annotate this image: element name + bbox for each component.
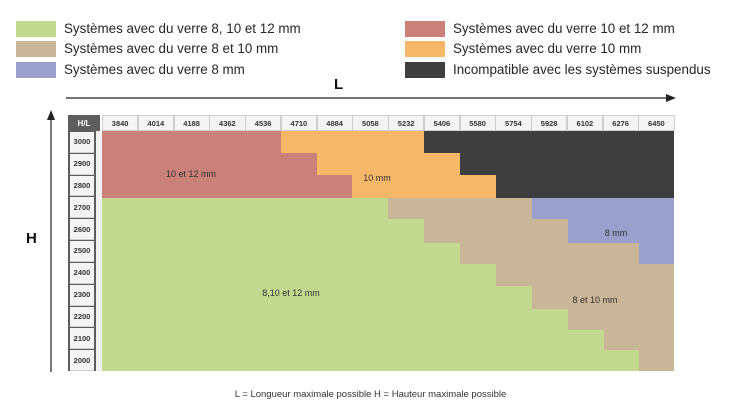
legend-swatch [405, 40, 445, 57]
region-map: 10 et 12 mm 10 mm 8 mm 8 et 10 mm 8,10 et 12… [102, 131, 674, 371]
legend-label: Systèmes avec du verre 8, 10 et 12 mm [64, 21, 301, 36]
height-axis-label: H [26, 230, 37, 247]
width-header-cell: 4884 [316, 115, 353, 131]
region-label-10-12-mm: 10 et 12 mm [166, 169, 216, 179]
width-header-cell: 6102 [566, 115, 603, 131]
width-header-cell: 4362 [209, 115, 246, 131]
width-header-cell: 4188 [173, 115, 210, 131]
region-10-12-mm [102, 131, 352, 198]
region-label-8-mm: 8 mm [605, 228, 628, 238]
legend-swatch [16, 40, 56, 57]
width-header-cell: 5580 [459, 115, 496, 131]
width-header-cell: 5928 [531, 115, 568, 131]
region-label-8-10-12-mm: 8,10 et 12 mm [262, 288, 320, 298]
width-header-cell: 3840 [102, 115, 139, 131]
length-axis-arrowhead [666, 94, 676, 102]
legend-swatch [405, 61, 445, 78]
region-8-10-12-mm [102, 198, 639, 371]
width-header-cell: 6276 [602, 115, 639, 131]
legend-item-incompatible: Incompatible avec les systèmes suspendus [405, 61, 711, 78]
width-header-cell: 5406 [423, 115, 460, 131]
height-header-cell: 2300 [70, 284, 94, 306]
legend-label: Systèmes avec du verre 10 et 12 mm [453, 21, 675, 36]
row-header-gap [96, 131, 102, 371]
legend-swatch [16, 61, 56, 78]
width-header-cell: 5232 [388, 115, 425, 131]
region-8-mm [532, 198, 674, 264]
height-header-cell: 2600 [70, 219, 94, 241]
legend-swatch [16, 20, 56, 37]
legend-item-8: Systèmes avec du verre 8 mm [16, 61, 245, 78]
legend-item-10: Systèmes avec du verre 10 mm [405, 40, 641, 57]
height-header-cell: 2800 [70, 175, 94, 197]
height-header-cell: 2400 [70, 262, 94, 284]
width-header-cell: 4710 [280, 115, 317, 131]
length-axis-label: L [334, 76, 344, 93]
height-header-cell: 2500 [70, 241, 94, 262]
legend-item-8-10-12: Systèmes avec du verre 8, 10 et 12 mm [16, 20, 301, 37]
width-header-cell: 6450 [638, 115, 675, 131]
width-header-cell: 5754 [495, 115, 532, 131]
width-header-cell: 4014 [137, 115, 174, 131]
region-label-8-10-mm: 8 et 10 mm [572, 295, 617, 305]
height-header-column: 3000 2900 2800 2700 2600 2500 2400 2300 2200 2100… [68, 131, 96, 371]
legend-label: Systèmes avec du verre 10 mm [453, 41, 642, 56]
corner-header: H/L [68, 115, 100, 131]
height-header-cell: 3000 [70, 132, 94, 153]
region-10-mm [281, 131, 496, 198]
height-header-cell: 2900 [70, 153, 94, 175]
height-header-cell: 2100 [70, 328, 94, 350]
height-axis-arrowhead [47, 110, 55, 120]
height-header-cell: 2200 [70, 306, 94, 328]
width-header-cell: 5058 [352, 115, 389, 131]
legend-label: Systèmes avec du verre 8 mm [64, 62, 245, 77]
legend-swatch [405, 20, 445, 37]
dimension-table: H/L 3840 4014 4188 4362 4536 4710 4884 5058 5232… [68, 115, 675, 371]
width-header-cell: 4536 [245, 115, 282, 131]
legend-item-8-10: Systèmes avec du verre 8 et 10 mm [16, 40, 278, 57]
legend-item-10-12: Systèmes avec du verre 10 et 12 mm [405, 20, 675, 37]
region-label-10-mm: 10 mm [363, 173, 391, 183]
footer-note: L = Longueur maximale possible H = Haute… [234, 389, 507, 400]
height-header-cell: 2700 [70, 197, 94, 219]
legend-label: Incompatible avec les systèmes suspendus [453, 62, 711, 77]
height-header-cell: 2000 [70, 350, 94, 371]
legend-label: Systèmes avec du verre 8 et 10 mm [64, 41, 279, 56]
